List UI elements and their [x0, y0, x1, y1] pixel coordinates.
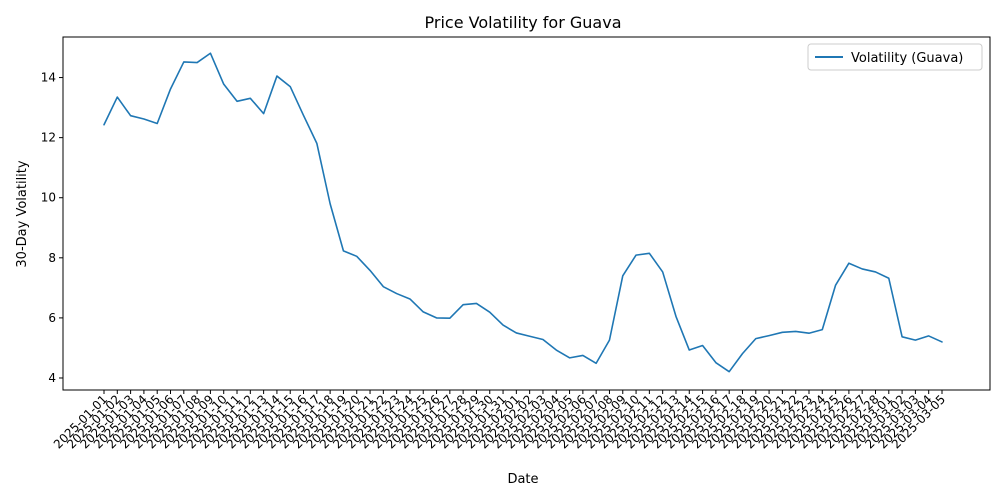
y-tick-label: 8 [48, 251, 56, 265]
plot-area: 4 6 8 10 12 14 2025-01-012025-01-022025-01-03… [41, 36, 991, 451]
y-axis-ticks: 4 6 8 10 12 14 [41, 71, 63, 385]
y-axis-label: 30-Day Volatility [15, 160, 30, 267]
series-layer [103, 52, 943, 373]
y-tick-label: 10 [41, 191, 56, 205]
x-axis-ticks: 2025-01-012025-01-022025-01-032025-01-04… [51, 390, 948, 451]
chart-title: Price Volatility for Guava [425, 13, 622, 32]
legend: Volatility (Guava) [807, 43, 983, 71]
y-tick-label: 12 [41, 131, 56, 145]
y-tick-label: 14 [41, 71, 56, 85]
x-axis-label: Date [507, 472, 538, 487]
legend-box [807, 43, 983, 71]
series-line-0 [103, 52, 943, 373]
plot-frame [62, 36, 991, 391]
y-tick-label: 6 [48, 311, 56, 325]
y-tick-label: 4 [48, 371, 56, 385]
legend-label: Volatility (Guava) [851, 51, 963, 66]
